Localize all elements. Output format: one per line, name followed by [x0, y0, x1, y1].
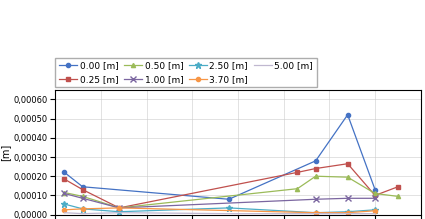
0.25 [m]: [372, 194, 377, 197]
Line: 2.50 [m]: 2.50 [m]: [61, 201, 379, 216]
0.00 [m]: [345, 113, 350, 116]
1.00 [m]: [80, 197, 85, 200]
0.50 [m]: [62, 191, 67, 194]
2.50 [m]: [345, 210, 350, 213]
1.00 [m]: [313, 198, 318, 201]
0.00 [m]: [62, 171, 67, 174]
0.50 [m]: [372, 192, 377, 195]
5.00 [m]: [117, 211, 122, 214]
0.50 [m]: [313, 175, 318, 178]
0.50 [m]: [295, 187, 300, 190]
5.00 [m]: [62, 211, 67, 214]
3.70 [m]: [372, 209, 377, 212]
0.25 [m]: [62, 178, 67, 180]
0.50 [m]: [345, 176, 350, 178]
0.25 [m]: [395, 185, 400, 188]
5.00 [m]: [226, 212, 231, 215]
0.50 [m]: [395, 195, 400, 198]
2.50 [m]: [372, 208, 377, 211]
1.00 [m]: [117, 207, 122, 209]
Line: 3.70 [m]: 3.70 [m]: [62, 206, 377, 215]
0.25 [m]: [345, 162, 350, 165]
0.00 [m]: [80, 185, 85, 188]
Legend: 0.00 [m], 0.25 [m], 0.50 [m], 1.00 [m], 2.50 [m], 3.70 [m], 5.00 [m]: 0.00 [m], 0.25 [m], 0.50 [m], 1.00 [m], …: [55, 58, 317, 87]
1.00 [m]: [372, 197, 377, 200]
3.70 [m]: [80, 208, 85, 210]
Y-axis label: Deflexões
[m]: Deflexões [m]: [0, 128, 11, 176]
2.50 [m]: [226, 207, 231, 209]
5.00 [m]: [295, 212, 300, 215]
0.50 [m]: [117, 207, 122, 209]
2.50 [m]: [313, 211, 318, 214]
Line: 1.00 [m]: 1.00 [m]: [62, 191, 378, 211]
0.25 [m]: [313, 167, 318, 170]
5.00 [m]: [345, 212, 350, 215]
0.25 [m]: [117, 207, 122, 209]
Line: 0.25 [m]: 0.25 [m]: [62, 162, 400, 210]
3.70 [m]: [313, 211, 318, 214]
0.00 [m]: [313, 159, 318, 162]
0.25 [m]: [295, 171, 300, 174]
5.00 [m]: [372, 212, 377, 215]
2.50 [m]: [80, 208, 85, 210]
2.50 [m]: [62, 203, 67, 205]
0.25 [m]: [80, 188, 85, 191]
0.00 [m]: [372, 188, 377, 191]
1.00 [m]: [345, 197, 350, 200]
Line: 0.00 [m]: 0.00 [m]: [62, 113, 377, 201]
3.70 [m]: [117, 207, 122, 209]
2.50 [m]: [117, 210, 122, 213]
3.70 [m]: [62, 208, 67, 211]
Line: 0.50 [m]: 0.50 [m]: [62, 174, 400, 210]
5.00 [m]: [313, 212, 318, 215]
0.50 [m]: [80, 195, 85, 198]
0.00 [m]: [226, 198, 231, 201]
3.70 [m]: [345, 211, 350, 214]
1.00 [m]: [62, 192, 67, 195]
Line: 5.00 [m]: 5.00 [m]: [65, 213, 375, 214]
5.00 [m]: [80, 212, 85, 215]
